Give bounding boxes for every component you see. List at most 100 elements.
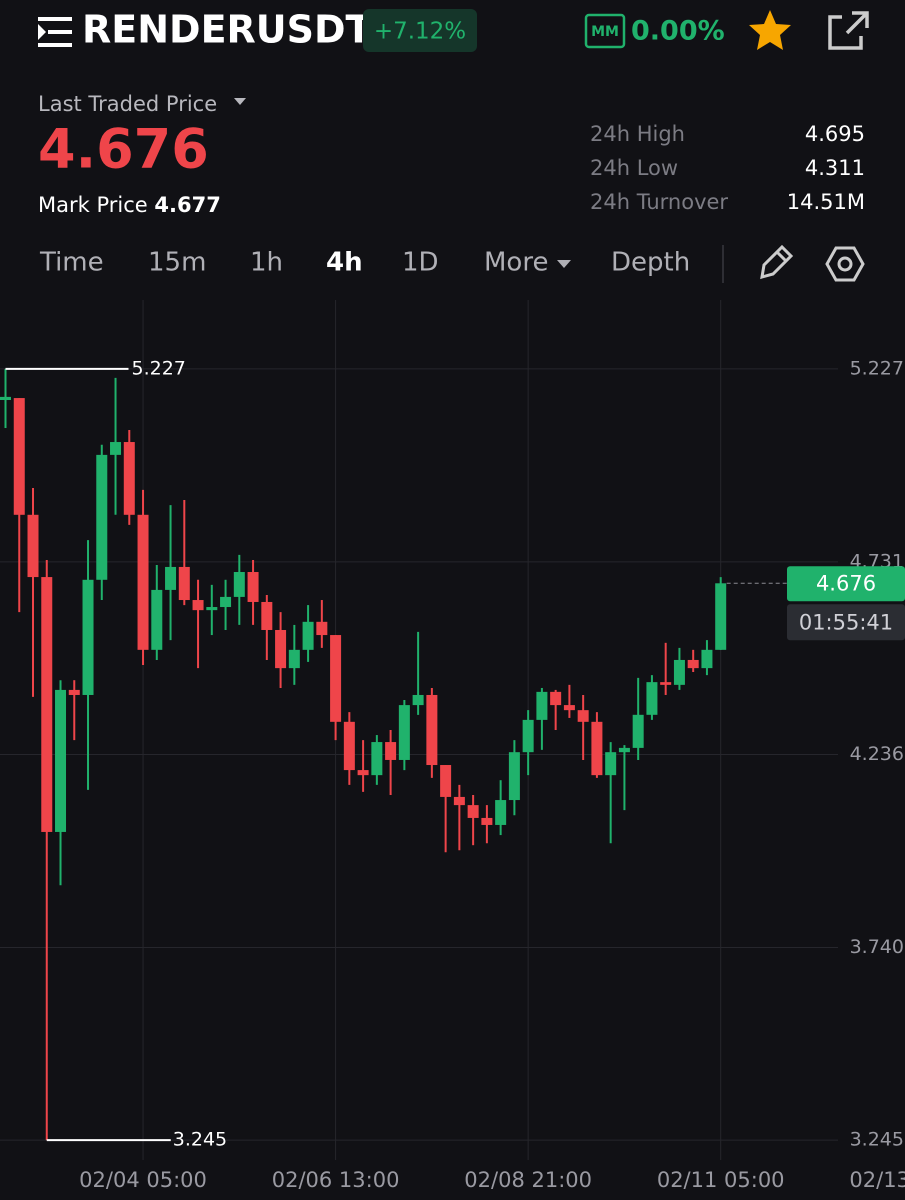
mark-price-label-text: Mark Price: [38, 193, 148, 217]
candle-body: [261, 601, 273, 630]
last-price-tag: [787, 566, 905, 602]
tab[interactable]: 4h: [326, 248, 363, 278]
candle-body: [618, 747, 630, 753]
candle-body: [550, 691, 562, 706]
candle-body: [151, 589, 163, 650]
countdown-tag: [787, 604, 905, 641]
share-arrow: [845, 11, 869, 35]
candle-body: [0, 396, 12, 401]
tab[interactable]: More: [484, 248, 548, 278]
mm-box: [584, 13, 626, 49]
candle-body: [165, 566, 177, 590]
stat-value: 4.695: [805, 122, 865, 146]
candle-body: [343, 721, 355, 771]
candle-body: [673, 659, 685, 685]
candle-body: [660, 682, 672, 685]
high-marker-label: 5.227: [132, 357, 186, 379]
tab[interactable]: Depth: [611, 248, 690, 278]
x-tick-label: 02/08 21:00: [464, 1168, 592, 1192]
candle-body: [701, 649, 713, 669]
candle-body: [508, 752, 520, 801]
mark-price: 4.677: [154, 193, 220, 217]
candle-body: [233, 572, 245, 597]
candle-body: [13, 398, 25, 515]
symbol[interactable]: RENDERUSDT: [82, 8, 372, 52]
tab[interactable]: 1D: [402, 248, 439, 278]
candle-body: [481, 817, 493, 825]
tab-dropdown-arrow: [557, 260, 571, 268]
menu-bar: [48, 30, 72, 34]
gear-center: [837, 256, 853, 272]
candle-body: [440, 765, 452, 797]
candle-body: [247, 572, 259, 602]
menu-arrow: [38, 24, 46, 40]
settings-icon[interactable]: [825, 246, 865, 282]
candle-body: [646, 682, 658, 715]
stats: 24h High 4.695 24h Low 4.311 24h Turnover 14.…: [590, 122, 865, 214]
candle-body: [206, 607, 218, 611]
tab-separator: [722, 245, 724, 283]
tab[interactable]: Time: [39, 248, 104, 278]
candle-body: [137, 514, 149, 650]
draw-tool-icon[interactable]: [760, 244, 794, 280]
candle-body: [192, 600, 204, 611]
menu-icon[interactable]: [38, 17, 72, 47]
y-tick-label: 3.245: [850, 1129, 904, 1151]
candle-body: [522, 719, 534, 753]
candle-body: [426, 694, 438, 766]
candle-body: [357, 770, 369, 776]
candle-body: [82, 579, 94, 695]
menu-bar: [38, 17, 72, 21]
x-tick-label: 02/04 05:00: [79, 1168, 207, 1192]
candle-body: [288, 649, 300, 669]
candle-body: [453, 796, 465, 806]
mm-value: 0.00%: [631, 16, 725, 47]
y-tick-label: 3.740: [850, 936, 904, 958]
candle-body: [412, 694, 424, 706]
stat-label: 24h Turnover: [590, 190, 728, 214]
candle-body: [110, 442, 122, 455]
candle-body: [577, 710, 589, 722]
candle-body: [563, 705, 575, 711]
candle-body: [41, 577, 53, 832]
candle-body: [591, 721, 603, 776]
change: +7.12%: [374, 19, 466, 45]
candle-body: [330, 635, 342, 722]
candle-body: [68, 689, 80, 695]
stat-value: 4.311: [805, 156, 865, 180]
mark-price-label: Mark Price 4.677: [38, 193, 221, 217]
candle-body: [605, 752, 617, 776]
mm-label: MM: [591, 24, 619, 40]
candle-body: [536, 691, 548, 720]
tab[interactable]: 1h: [250, 248, 283, 278]
candle-body: [96, 454, 108, 580]
candle-body: [178, 566, 190, 601]
last-price-label[interactable]: Last Traded Price: [38, 92, 217, 116]
candle-body: [55, 689, 67, 832]
candle-body: [275, 629, 287, 669]
favorite-star[interactable]: [749, 10, 791, 50]
stat-label: 24h Low: [590, 156, 678, 180]
x-tick-label: 02/11 05:00: [657, 1168, 785, 1192]
candle-body: [398, 705, 410, 760]
y-tick-label: 5.227: [850, 357, 904, 379]
candle-body: [385, 742, 397, 760]
hexagon: [825, 246, 865, 282]
candle-body: [467, 805, 479, 818]
countdown: 01:55:41: [799, 610, 893, 634]
change-pill: [363, 9, 477, 52]
tab[interactable]: 15m: [148, 248, 206, 278]
candle-body: [302, 621, 314, 650]
candle-body: [632, 714, 644, 748]
candle-body: [123, 442, 135, 515]
share-box: [828, 15, 863, 50]
last-price-tag-label: 4.676: [816, 571, 876, 595]
candle-body: [495, 800, 507, 825]
y-tick-label: 4.236: [850, 743, 904, 765]
share-icon[interactable]: [828, 11, 869, 50]
dropdown-arrow: [234, 98, 246, 105]
candle-body: [687, 659, 699, 669]
